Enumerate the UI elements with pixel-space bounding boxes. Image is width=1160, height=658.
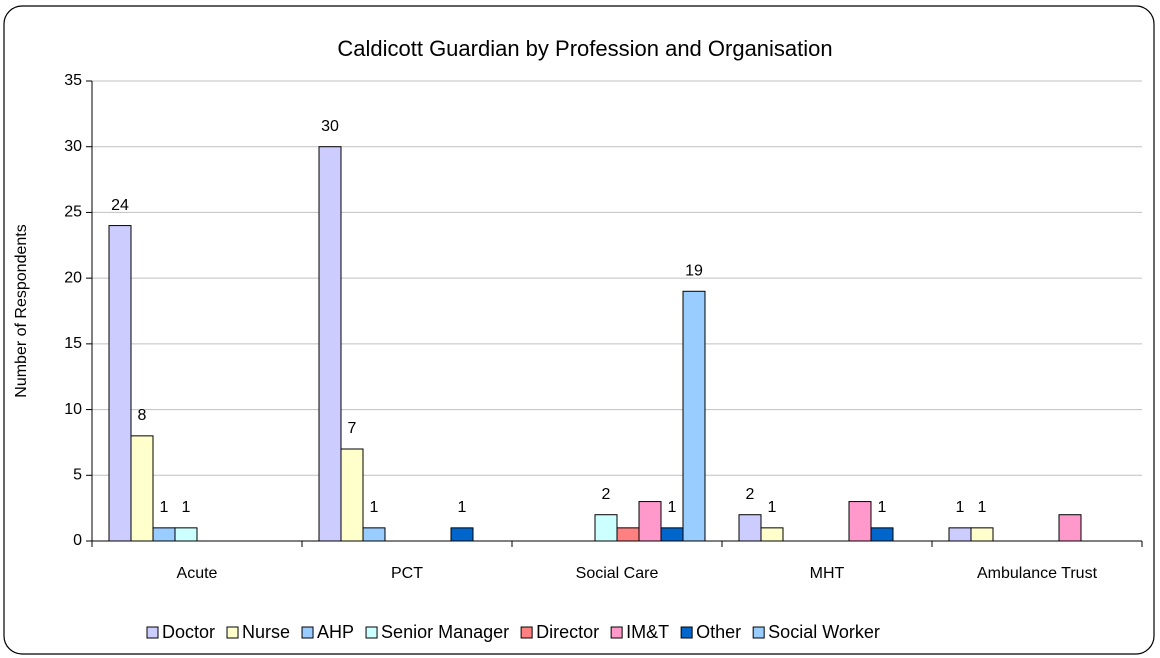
legend-label: Senior Manager: [381, 622, 509, 642]
y-axis-label: Number of Respondents: [13, 224, 30, 397]
bar: [1058, 514, 1082, 542]
x-tick-label: Social Care: [576, 565, 659, 582]
legend-label: Doctor: [162, 622, 215, 642]
data-label: 1: [370, 499, 379, 516]
bar: [848, 501, 872, 542]
bar: [174, 527, 198, 542]
data-label: 2: [602, 486, 611, 503]
legend-swatch: [226, 626, 239, 639]
data-label: 19: [685, 263, 703, 280]
y-tick-label: 20: [64, 269, 82, 286]
legend-swatch: [301, 626, 314, 639]
chart-title: Caldicott Guardian by Profession and Org…: [337, 36, 832, 61]
x-tick-label: Acute: [177, 565, 218, 582]
bar: [362, 527, 386, 542]
y-tick-label: 35: [64, 72, 82, 89]
bar: [970, 527, 994, 542]
x-tick-label: PCT: [391, 565, 423, 582]
legend-swatch: [680, 626, 693, 639]
data-label: 1: [768, 499, 777, 516]
bar: [450, 527, 474, 542]
y-tick-label: 5: [73, 467, 82, 484]
bar: [682, 290, 706, 542]
data-label: 1: [160, 499, 169, 516]
bar: [638, 501, 662, 542]
bar: [152, 527, 176, 542]
bar: [340, 448, 364, 542]
bar: [130, 435, 154, 542]
data-label: 1: [182, 499, 191, 516]
bar: [948, 527, 972, 542]
y-tick-label: 0: [73, 532, 82, 549]
y-tick-label: 30: [64, 138, 82, 155]
data-label: 7: [348, 420, 357, 437]
legend-swatch: [146, 626, 159, 639]
legend-label: Social Worker: [768, 622, 880, 642]
chart-frame: [3, 5, 1155, 655]
data-label: 1: [956, 499, 965, 516]
y-tick-label: 10: [64, 401, 82, 418]
data-label: 1: [458, 499, 467, 516]
legend-swatch: [520, 626, 533, 639]
data-label: 1: [978, 499, 987, 516]
bar: [738, 514, 762, 542]
legend-swatch: [752, 626, 765, 639]
data-label: 2: [746, 486, 755, 503]
bar: [660, 527, 684, 542]
legend-label: Other: [696, 622, 741, 642]
data-label: 24: [111, 197, 129, 214]
bar: [760, 527, 784, 542]
y-tick-label: 15: [64, 335, 82, 352]
data-label: 8: [138, 407, 147, 424]
bar: [594, 514, 618, 542]
legend-swatch: [365, 626, 378, 639]
bar: [108, 225, 132, 542]
y-tick-label: 25: [64, 204, 82, 221]
legend-label: IM&T: [626, 622, 669, 642]
bar: [616, 527, 640, 542]
bar: [318, 146, 342, 542]
x-tick-label: Ambulance Trust: [977, 565, 1098, 582]
data-label: 1: [878, 499, 887, 516]
legend-label: Nurse: [242, 622, 290, 642]
legend-label: AHP: [317, 622, 354, 642]
data-label: 30: [321, 118, 339, 135]
legend-swatch: [610, 626, 623, 639]
legend-label: Director: [536, 622, 599, 642]
x-tick-label: MHT: [810, 565, 845, 582]
bar: [870, 527, 894, 542]
data-label: 1: [668, 499, 677, 516]
